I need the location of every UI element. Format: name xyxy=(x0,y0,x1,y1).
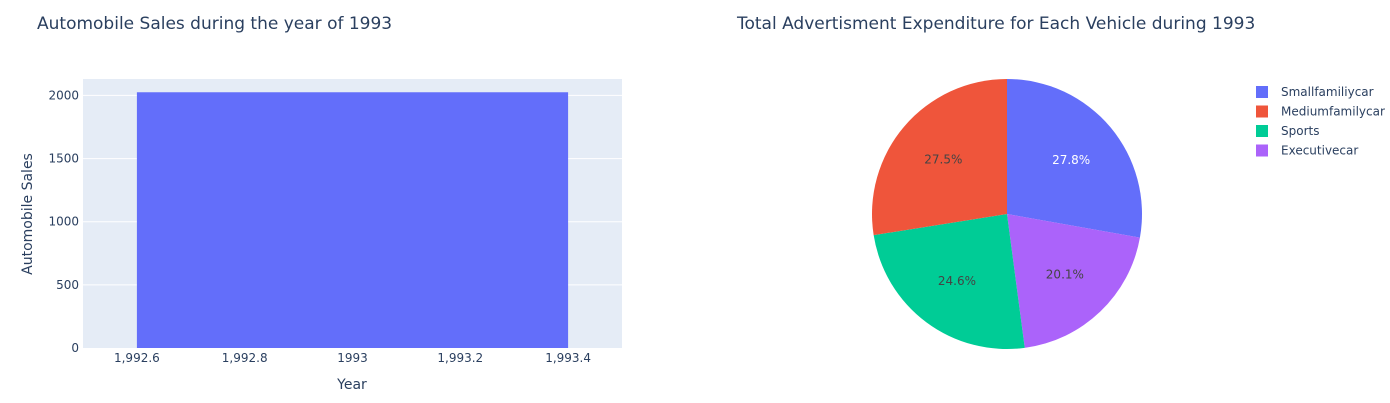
x-tick-label: 1,993.2 xyxy=(437,351,483,365)
legend-label: Executivecar xyxy=(1281,144,1358,158)
y-axis-title: Automobile Sales xyxy=(20,153,36,275)
legend-swatch xyxy=(1256,144,1268,157)
pie-slices xyxy=(872,79,1142,350)
legend-label: Smallfamiliycar xyxy=(1281,85,1374,99)
pie-slice-label: 24.6% xyxy=(938,274,976,288)
pie-slice[interactable] xyxy=(1007,79,1142,238)
pie-chart: Total Advertisment Expenditure for Each … xyxy=(736,14,1385,350)
bar[interactable] xyxy=(136,92,569,349)
y-tick-labels: 0 500 1000 1500 2000 xyxy=(48,88,79,355)
legend-item[interactable]: Sports xyxy=(1256,124,1319,138)
y-tick-label: 1500 xyxy=(48,152,79,166)
pie-slice[interactable] xyxy=(872,79,1007,236)
y-tick-label: 0 xyxy=(71,341,79,355)
legend[interactable]: Smallfamiliycar Mediumfamilycar Sports Exec… xyxy=(1256,85,1385,158)
pie-slice-labels: 27.8% 20.1% 24.6% 27.5% xyxy=(924,153,1090,288)
x-tick-labels: 1,992.6 1,992.8 1993 1,993.2 1,993.4 xyxy=(114,351,591,365)
pie-slice[interactable] xyxy=(1007,214,1140,348)
y-tick-label: 2000 xyxy=(48,88,79,102)
y-tick-label: 1000 xyxy=(48,215,79,229)
legend-item[interactable]: Mediumfamilycar xyxy=(1256,105,1385,119)
pie-slice-label: 27.8% xyxy=(1052,153,1090,167)
bar-chart-title: Automobile Sales during the year of 1993 xyxy=(37,14,392,34)
x-tick-label: 1,993.4 xyxy=(545,351,591,365)
legend-label: Sports xyxy=(1281,124,1319,138)
legend-swatch xyxy=(1256,125,1268,137)
x-axis-title: Year xyxy=(336,377,367,393)
legend-swatch xyxy=(1256,86,1268,98)
bar-marks xyxy=(136,92,569,349)
legend-item[interactable]: Smallfamiliycar xyxy=(1256,85,1374,99)
pie-slice[interactable] xyxy=(873,214,1025,350)
pie-slice-label: 27.5% xyxy=(924,153,962,167)
legend-swatch xyxy=(1256,105,1268,118)
legend-label: Mediumfamilycar xyxy=(1281,105,1385,119)
x-tick-label: 1,992.8 xyxy=(222,351,268,365)
x-tick-label: 1993 xyxy=(337,351,368,365)
legend-item[interactable]: Executivecar xyxy=(1256,144,1358,158)
bar-chart: Automobile Sales during the year of 1993… xyxy=(20,14,622,393)
pie-slice-label: 20.1% xyxy=(1046,267,1084,281)
pie-chart-title: Total Advertisment Expenditure for Each … xyxy=(736,14,1255,34)
y-tick-label: 500 xyxy=(56,278,79,292)
x-tick-label: 1,992.6 xyxy=(114,351,160,365)
